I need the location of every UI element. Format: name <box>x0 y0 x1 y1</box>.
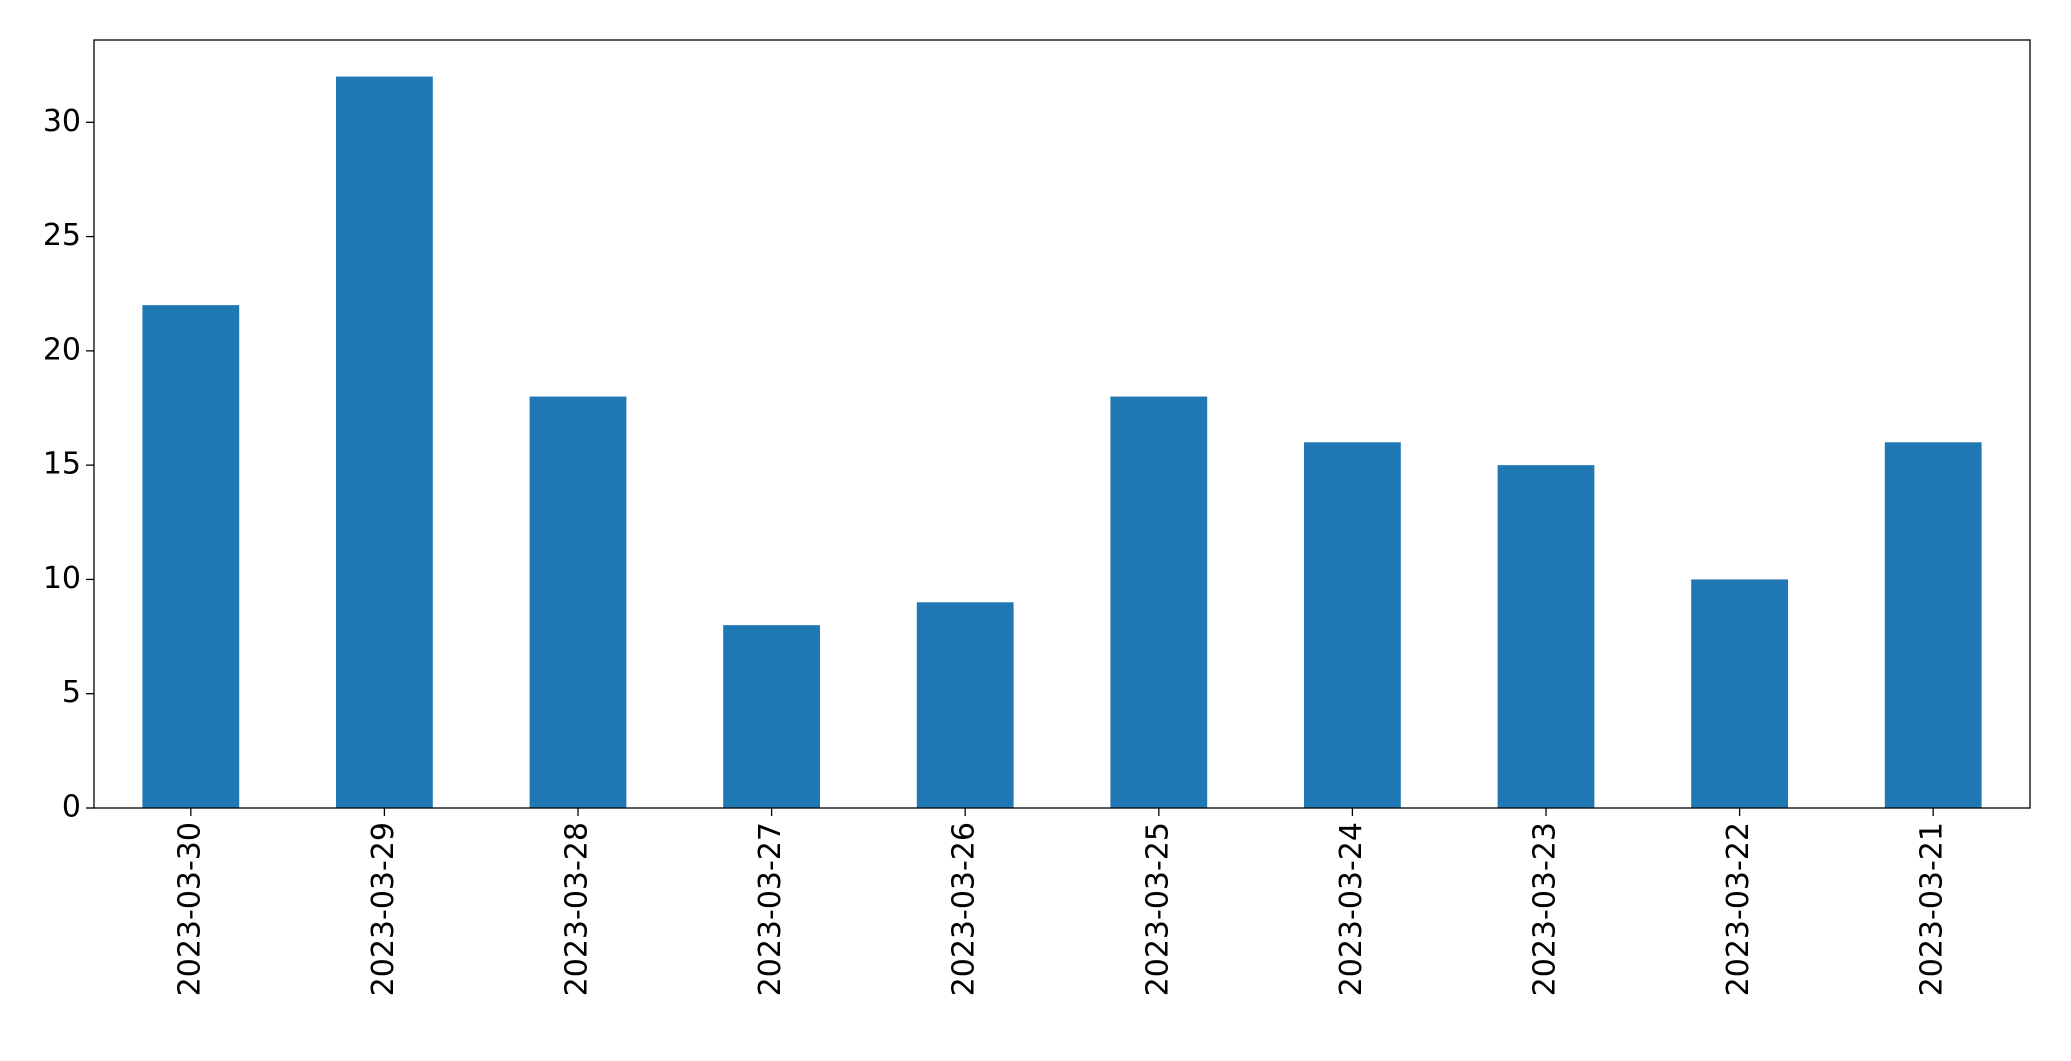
x-tick-label: 2023-03-25 <box>1140 822 1175 996</box>
y-tick-label: 30 <box>43 104 81 139</box>
x-tick-label: 2023-03-29 <box>366 822 401 996</box>
x-tick-label: 2023-03-24 <box>1334 822 1369 996</box>
bar <box>916 602 1014 808</box>
y-tick-label: 20 <box>43 332 81 367</box>
bar <box>336 76 433 809</box>
y-tick-label: 0 <box>62 790 81 825</box>
bar <box>1304 442 1401 808</box>
bar <box>142 305 240 808</box>
x-tick-label: 2023-03-26 <box>947 822 982 996</box>
x-tick-label: 2023-03-28 <box>560 822 595 996</box>
y-tick-label: 10 <box>43 561 81 596</box>
bar <box>1884 442 1982 808</box>
y-tick-label: 25 <box>43 218 81 253</box>
x-tick-label: 2023-03-22 <box>1721 822 1756 996</box>
x-tick-label: 2023-03-23 <box>1528 822 1563 996</box>
x-tick-label: 2023-03-21 <box>1915 822 1950 996</box>
bar <box>529 396 627 808</box>
bar <box>1691 579 1788 808</box>
bar <box>723 625 820 808</box>
x-tick-label: 2023-03-27 <box>753 822 788 996</box>
y-tick-label: 15 <box>43 447 81 482</box>
bar <box>1497 465 1595 808</box>
bar <box>1110 396 1208 808</box>
axes-frame <box>93 39 2031 809</box>
x-tick-label: 2023-03-30 <box>172 822 207 996</box>
y-tick-label: 5 <box>62 675 81 710</box>
